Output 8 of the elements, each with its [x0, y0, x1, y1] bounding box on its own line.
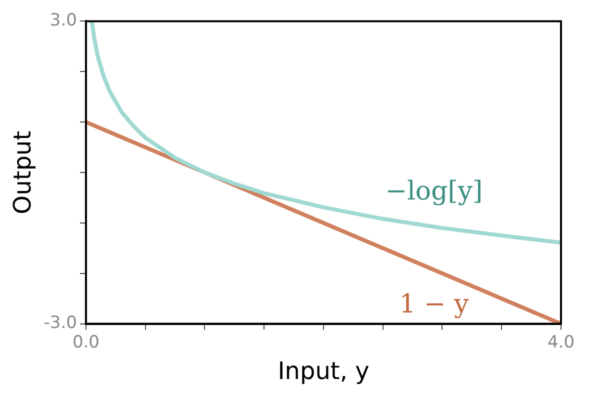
x-axis-title: Input, y [278, 356, 370, 385]
y-tick-label: 3.0 [50, 10, 77, 31]
series-label: 1 − y [399, 290, 470, 320]
x-tick-label: 0.0 [72, 332, 100, 352]
y-tick-label: -3.0 [44, 313, 77, 334]
series-label: −log[y] [385, 176, 483, 206]
y-axis-title: Output [8, 130, 37, 214]
x-tick-label: 4.0 [547, 332, 575, 352]
